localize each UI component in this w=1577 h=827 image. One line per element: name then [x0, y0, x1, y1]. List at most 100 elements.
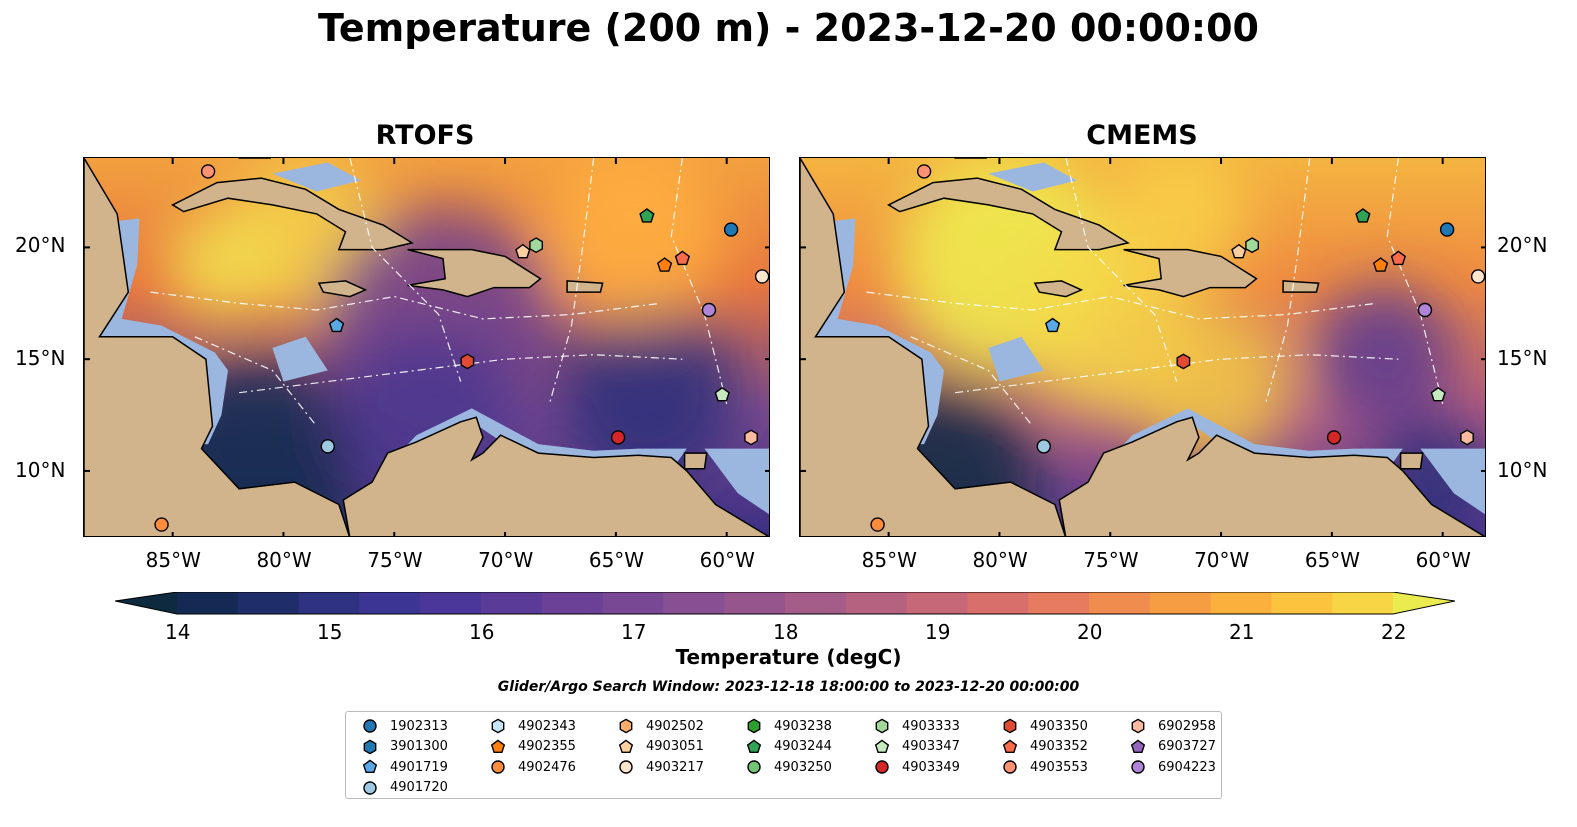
legend-label: 4903244 [774, 739, 832, 754]
legend-marker-hexagon-icon [619, 718, 633, 734]
legend-label: 4903250 [774, 759, 832, 775]
land-mass [566, 280, 604, 293]
panel-title-cmems: CMEMS [1086, 120, 1198, 151]
legend-entry-4903349: 4903349 [874, 758, 960, 776]
land-mass [407, 248, 542, 298]
legend-marker-circle-icon [1003, 760, 1017, 774]
legend-marker-hexagon-icon [1003, 718, 1017, 734]
float-marker-4903051 [1231, 243, 1247, 259]
legend-marker-pentagon-icon [618, 739, 634, 753]
legend-symbol-4901719 [362, 759, 378, 774]
legend-symbol-4902502 [619, 718, 633, 734]
legend-label: 6904223 [1158, 759, 1216, 775]
eez-boundary [670, 158, 728, 405]
eez-boundary [1264, 158, 1311, 405]
legend-label: 4903217 [646, 759, 704, 775]
legend-entry-3901300: 3901300 [362, 738, 448, 756]
land-mass [1033, 280, 1084, 298]
legend-label: 3901300 [390, 739, 448, 754]
legend-marker-pentagon-icon [1130, 739, 1146, 753]
cmems-map-panel [799, 157, 1486, 537]
colorbar-bin [177, 592, 239, 614]
float-marker-4903217 [754, 269, 769, 284]
float-marker-1902313 [723, 222, 739, 237]
legend-marker-pentagon-icon [874, 739, 890, 753]
colorbar-bin [785, 592, 847, 614]
colorbar-tick-14: 14 [165, 620, 191, 644]
eez-boundary [866, 291, 1377, 320]
legend-entry-4901720: 4901720 [362, 779, 448, 797]
colorbar-tick-16: 16 [469, 620, 495, 644]
legend-label: 4902502 [646, 718, 704, 734]
colorbar-bin [845, 592, 908, 614]
land-mass [171, 177, 414, 251]
legend-entry-4903347: 4903347 [874, 738, 960, 756]
legend-label: 4903349 [902, 759, 960, 775]
float-marker-4903352 [1390, 250, 1407, 266]
lat-tick-right-15: 15°N [1497, 346, 1548, 370]
legend-entry-6904223: 6904223 [1130, 758, 1216, 776]
shelf-area [1420, 448, 1485, 515]
shelf-area [272, 162, 361, 192]
legend-entry-4901719: 4901719 [362, 758, 448, 776]
lon-tick-cmems-80°W: 80°W [972, 548, 1028, 572]
legend-symbol-3901300 [363, 739, 377, 754]
legend-label: 6902958 [1158, 718, 1216, 734]
float-marker-4902355 [656, 257, 673, 272]
colorbar-bin [1149, 592, 1212, 614]
legend-entry-4903333: 4903333 [874, 717, 960, 735]
float-marker-4901720 [1036, 439, 1051, 454]
legend-symbol-4903352 [1002, 739, 1018, 753]
legend-symbol-4903051 [618, 739, 634, 753]
colorbar-bin [724, 592, 786, 614]
legend-marker-circle-icon [363, 719, 377, 733]
float-marker-4903244 [639, 208, 655, 223]
lon-tick-rtofs-70°W: 70°W [478, 548, 534, 572]
float-marker-4903553 [916, 164, 932, 179]
land-mass [800, 158, 1067, 536]
colorbar-outline [115, 592, 1455, 615]
float-marker-4903349 [1326, 430, 1342, 445]
legend-label: 4902355 [518, 739, 576, 754]
legend-symbol-4903238 [747, 718, 761, 734]
legend-label: 4903352 [1030, 739, 1088, 754]
colorbar-bin [1210, 592, 1272, 614]
legend-label: 4903350 [1030, 718, 1088, 734]
legend-symbol-1902313 [363, 719, 377, 733]
colorbar-tick-19: 19 [925, 620, 951, 644]
float-marker-4903350 [1176, 353, 1191, 370]
legend-symbol-4903553 [1003, 760, 1017, 774]
lon-tick-rtofs-75°W: 75°W [367, 548, 423, 572]
legend-entry-4903051: 4903051 [618, 738, 704, 756]
lon-tick-cmems-85°W: 85°W [861, 548, 917, 572]
colorbar-bin [906, 592, 968, 614]
legend-symbol-4903347 [874, 739, 890, 753]
land-mass [1282, 280, 1320, 293]
float-marker-4903553 [200, 164, 216, 179]
legend-symbol-4902476 [491, 760, 505, 774]
legend-entry-4903250: 4903250 [746, 758, 832, 776]
float-marker-4903333 [1245, 237, 1259, 254]
eez-boundary [1386, 158, 1444, 405]
colorbar-bin [602, 592, 664, 614]
legend-entry-4902355: 4902355 [490, 738, 576, 756]
legend-marker-hexagon-icon [363, 739, 377, 754]
legend-marker-circle-icon [491, 760, 505, 774]
land-mass [683, 452, 708, 470]
legend-symbol-4903217 [619, 760, 633, 774]
land-mass [1399, 452, 1424, 470]
legend-marker-pentagon-icon [1002, 739, 1018, 753]
legend-label: 4903238 [774, 718, 832, 734]
legend-marker-pentagon-icon [746, 739, 762, 753]
legend-label: 4903333 [902, 718, 960, 734]
legend-entry-4903553: 4903553 [1002, 758, 1088, 776]
float-marker-4903352 [674, 250, 691, 266]
figure-title: Temperature (200 m) - 2023-12-20 00:00:0… [317, 6, 1259, 50]
legend-label: 4901719 [390, 759, 448, 775]
float-marker-4903051 [515, 243, 531, 259]
legend-marker-circle-icon [747, 760, 761, 774]
legend-label: 4902343 [518, 718, 576, 734]
land-mass [84, 158, 351, 536]
lon-tick-rtofs-80°W: 80°W [256, 548, 312, 572]
legend-marker-circle-icon [875, 760, 889, 774]
